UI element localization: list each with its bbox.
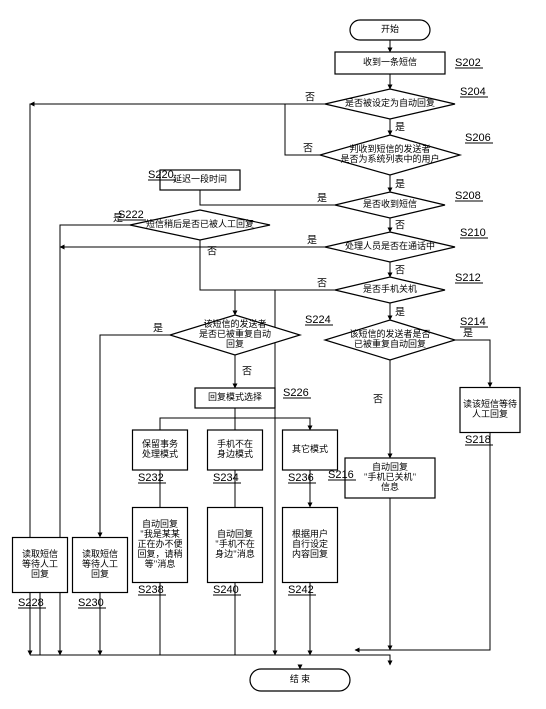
edge-label: 是 — [463, 327, 473, 339]
node-text: 根据用户自行设定内容回复 — [292, 528, 328, 559]
node-s234: 手机不在身边模式 — [208, 430, 263, 470]
node-end: 结 束 — [250, 669, 350, 691]
node-text: 是否手机关机 — [363, 283, 417, 294]
flow-edge — [30, 104, 320, 155]
step-label-S206: S206 — [465, 132, 491, 144]
node-s230: 读取短信等待人工回复 — [73, 538, 128, 593]
step-label-S212: S212 — [455, 272, 481, 284]
node-text: 该短信的发送者是否已被重复自动回复 — [349, 328, 430, 349]
node-s212: 是否手机关机 — [335, 277, 445, 303]
edge-label: 是 — [395, 178, 405, 190]
edge-label: 否 — [373, 393, 383, 405]
node-s208: 是否收到短信 — [335, 192, 445, 218]
step-label-S204: S204 — [460, 86, 486, 98]
edge-label: 是 — [153, 322, 163, 334]
flow-edge — [455, 340, 490, 387]
edge-label: 否 — [242, 365, 252, 377]
edge-label: 是 — [395, 121, 405, 133]
edge-label: 是 — [395, 306, 405, 318]
step-label-S228: S228 — [18, 597, 44, 609]
node-text: 判收到短信的发送者是否为系统列表中的用户 — [340, 143, 439, 164]
node-s236: 其它模式 — [283, 430, 338, 470]
step-label-S202: S202 — [455, 57, 481, 69]
step-label-S208: S208 — [455, 190, 481, 202]
node-text: 是否收到短信 — [363, 198, 417, 209]
node-s240: 自动回复"手机不在身边"消息 — [208, 508, 263, 583]
node-s206: 判收到短信的发送者是否为系统列表中的用户 — [320, 135, 460, 175]
node-text: 短信稍后是否已被人工回复 — [146, 218, 254, 229]
node-text: 保留事务处理模式 — [142, 438, 178, 459]
nodes-layer: 开始收到一条短信 S202 是否被设定为自动回复 S204 判收到短信的发送者是否为系统… — [13, 20, 521, 691]
edge-label: 否 — [305, 91, 315, 103]
node-s226: 回复模式选择 — [195, 388, 275, 408]
flow-edge — [160, 408, 310, 430]
node-text: 手机不在身边模式 — [217, 438, 253, 459]
node-s224: 该短信的发送者是否已被重复自动回复 — [170, 315, 300, 355]
step-label-S214: S214 — [460, 316, 486, 328]
node-s204: 是否被设定为自动回复 — [325, 89, 455, 119]
step-label-S238: S238 — [138, 584, 164, 596]
node-text: 回复模式选择 — [208, 391, 262, 402]
node-start: 开始 — [350, 20, 430, 40]
edge-label: 是 — [317, 192, 327, 204]
node-s228: 读取短信等待人工回复 — [13, 538, 68, 593]
node-s232: 保留事务处理模式 — [133, 430, 188, 470]
step-label-S234: S234 — [213, 472, 239, 484]
edge-label: 是 — [307, 234, 317, 246]
edge-label: 否 — [395, 264, 405, 276]
step-label-S232: S232 — [138, 472, 164, 484]
flow-edge — [235, 290, 335, 315]
step-label-S242: S242 — [288, 584, 314, 596]
step-label-S240: S240 — [213, 584, 239, 596]
edge-label: 否 — [395, 219, 405, 231]
node-text: 是否被设定为自动回复 — [345, 97, 435, 108]
step-label-S218: S218 — [465, 434, 491, 446]
flowchart-canvas: 是否是否否是否是否是是否否是否是 开始收到一条短信S202是否被设定为自动回复S… — [0, 0, 546, 709]
step-label-S236: S236 — [288, 472, 314, 484]
step-label-S216: S216 — [328, 469, 354, 481]
node-text: 开始 — [381, 23, 399, 34]
node-s242: 根据用户自行设定内容回复 — [283, 508, 338, 583]
step-label-S226: S226 — [283, 387, 309, 399]
node-text: 延迟一段时间 — [173, 173, 227, 184]
node-s214: 该短信的发送者是否已被重复自动回复 — [325, 320, 455, 360]
node-s218: 读该短信等待人工回复 — [460, 388, 520, 433]
step-label-S224: S224 — [305, 314, 331, 326]
node-text: 其它模式 — [292, 443, 328, 454]
step-label-S220: S220 — [148, 169, 174, 181]
flow-edge — [30, 655, 390, 665]
node-s238: 自动回复"我是某某正在办不便回复，请稍等"消息 — [133, 508, 188, 583]
step-label-S210: S210 — [460, 227, 486, 239]
node-text: 结 束 — [290, 673, 310, 684]
node-text: 处理人员是否在通话中 — [345, 240, 435, 251]
node-text: 收到一条短信 — [363, 56, 417, 67]
edge-label: 否 — [317, 277, 327, 289]
edge-label: 否 — [303, 142, 313, 154]
node-s210: 处理人员是否在通话中 — [325, 232, 455, 262]
node-s216: 自动回复"手机已关机"信息 — [345, 458, 435, 498]
node-s202: 收到一条短信 — [335, 52, 445, 74]
step-label-S230: S230 — [78, 597, 104, 609]
node-text: 自动回复"手机不在身边"消息 — [215, 528, 255, 559]
node-s222: 短信稍后是否已被人工回复 — [130, 210, 270, 240]
step-label-S222: S222 — [118, 209, 144, 221]
